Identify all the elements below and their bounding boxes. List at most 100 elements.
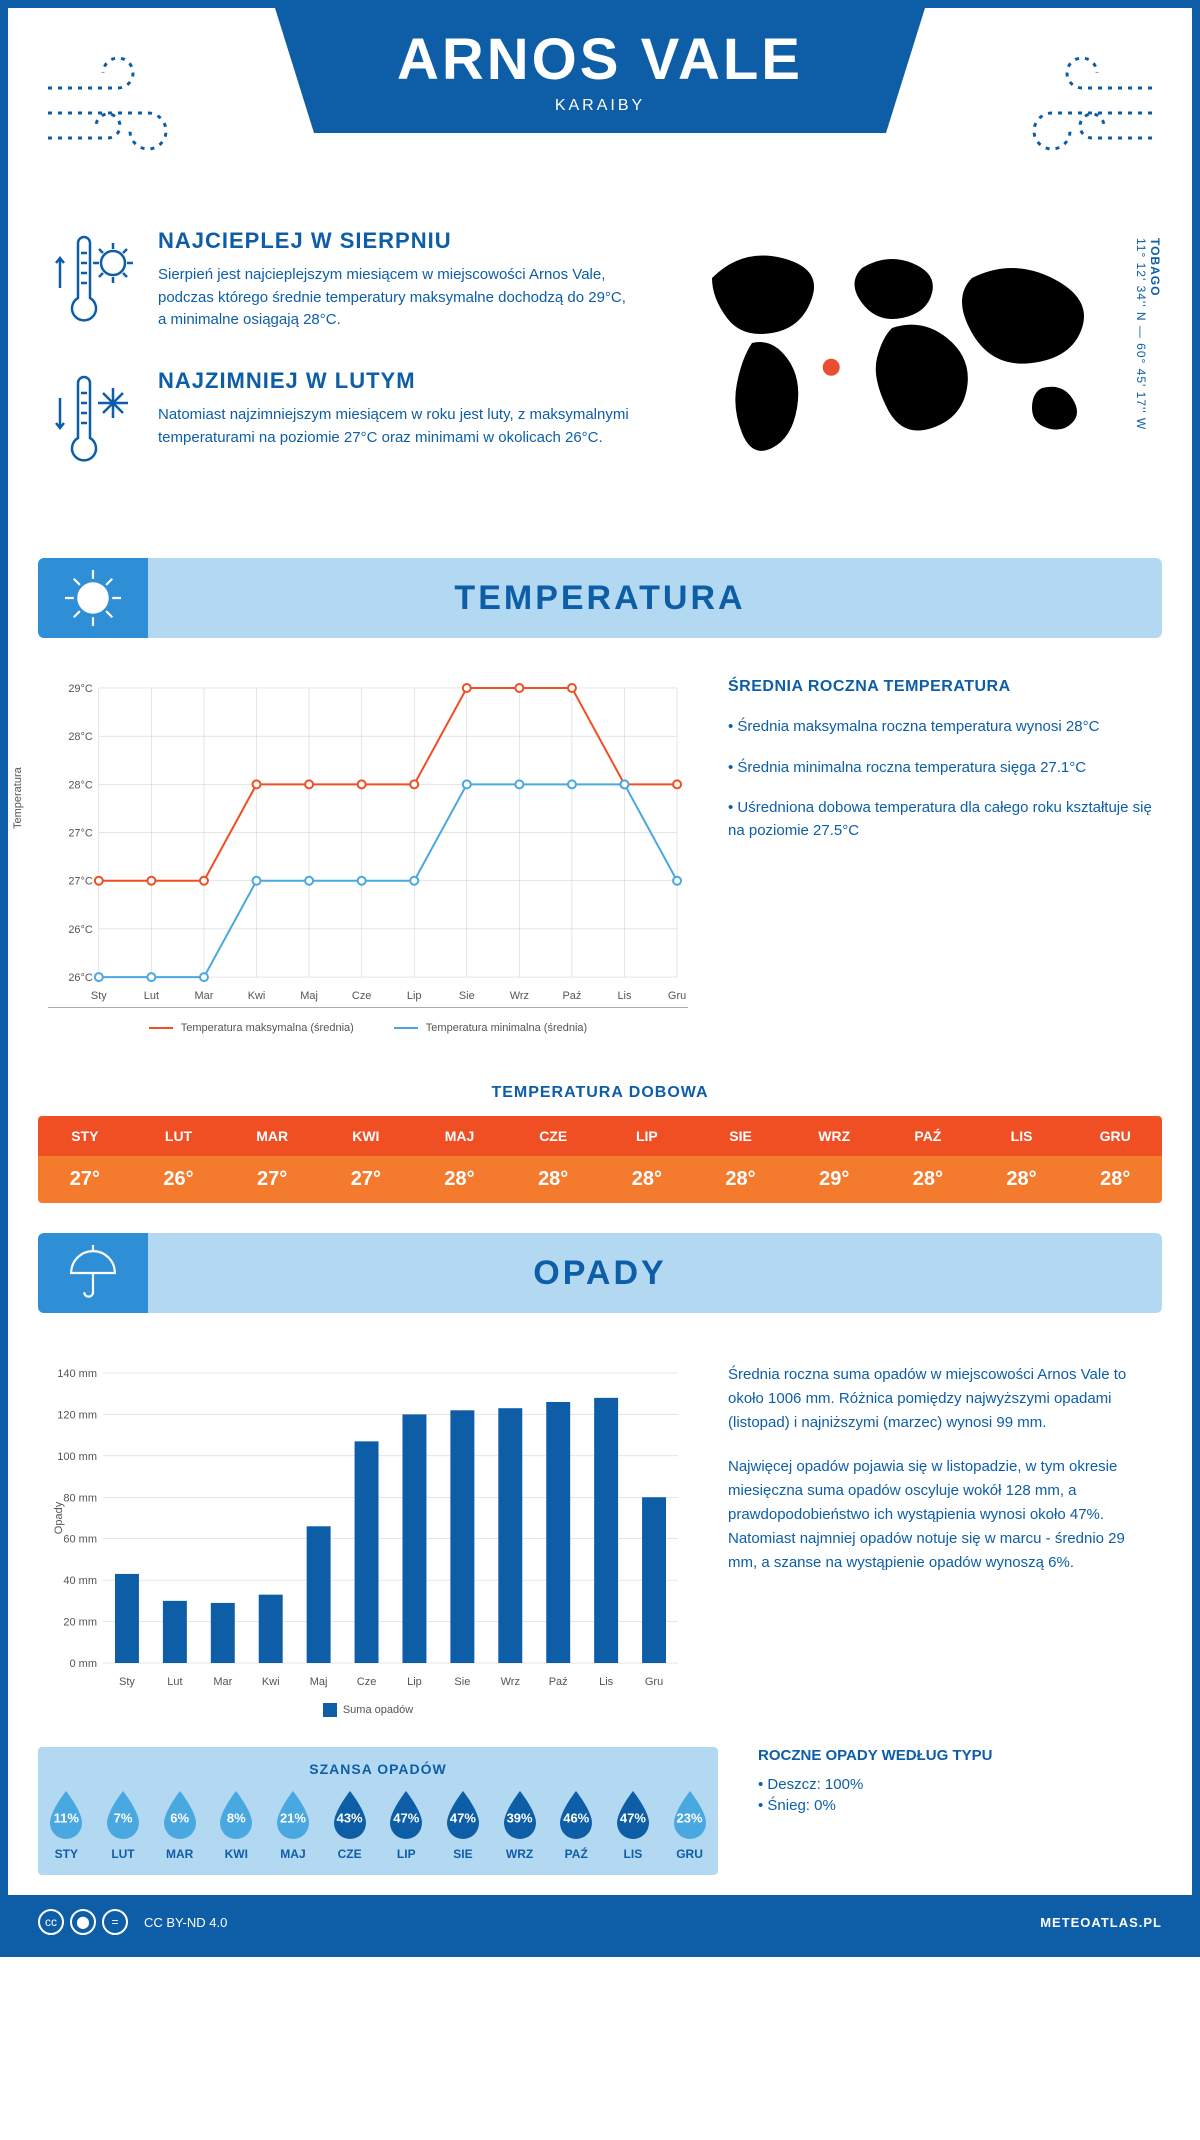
daily-value: 26° [132, 1156, 226, 1203]
header: ARNOS VALE KARAIBY [8, 8, 1192, 228]
svg-text:100 mm: 100 mm [57, 1451, 97, 1463]
svg-text:28°C: 28°C [68, 731, 93, 743]
chance-value: 47% [620, 1811, 646, 1826]
chance-drop: 23% GRU [668, 1789, 712, 1861]
chance-month: LIS [611, 1847, 655, 1861]
daily-value: 28° [694, 1156, 788, 1203]
temp-info-b1: • Średnia maksymalna roczna temperatura … [728, 716, 1152, 739]
daily-value: 27° [225, 1156, 319, 1203]
svg-text:Mar: Mar [213, 1676, 232, 1688]
svg-text:Cze: Cze [352, 990, 371, 1002]
svg-text:26°C: 26°C [68, 972, 93, 984]
chance-month: MAJ [271, 1847, 315, 1861]
precip-legend-label: Suma opadów [343, 1704, 413, 1716]
chance-drop: 7% LUT [101, 1789, 145, 1861]
coldest-fact: NAJZIMNIEJ W LUTYM Natomiast najzimniejs… [48, 368, 632, 478]
chance-month: WRZ [498, 1847, 542, 1861]
coords-value: 11° 12' 34'' N — 60° 45' 17'' W [1134, 238, 1148, 430]
svg-text:Kwi: Kwi [248, 990, 266, 1002]
intro-section: NAJCIEPLEJ W SIERPNIU Sierpień jest najc… [8, 228, 1192, 538]
daily-month: SIE [694, 1116, 788, 1156]
daily-month: PAŹ [881, 1116, 975, 1156]
daily-month: GRU [1068, 1116, 1162, 1156]
sun-icon [38, 558, 148, 638]
chance-value: 46% [563, 1811, 589, 1826]
page: ARNOS VALE KARAIBY NAJCIEPLEJ W SIERPNIU… [0, 0, 1200, 1957]
chance-value: 21% [280, 1811, 306, 1826]
chance-value: 43% [337, 1811, 363, 1826]
svg-text:Lip: Lip [407, 990, 422, 1002]
by-icon: ⬤ [70, 1909, 96, 1935]
temperature-heading: TEMPERATURA [454, 579, 745, 618]
daily-month: KWI [319, 1116, 413, 1156]
thermometer-hot-icon [48, 228, 138, 338]
chance-drop: 8% KWI [214, 1789, 258, 1861]
chance-drop: 21% MAJ [271, 1789, 315, 1861]
svg-text:27°C: 27°C [68, 828, 93, 840]
precip-type-box: ROCZNE OPADY WEDŁUG TYPU • Deszcz: 100% … [758, 1747, 1162, 1875]
daily-value: 27° [319, 1156, 413, 1203]
site-name: METEOATLAS.PL [1040, 1915, 1162, 1930]
svg-text:20 mm: 20 mm [63, 1617, 97, 1629]
daily-temp-table: STYLUTMARKWIMAJCZELIPSIEWRZPAŹLISGRU 27°… [38, 1116, 1162, 1203]
chance-drop: 43% CZE [328, 1789, 372, 1861]
umbrella-icon [38, 1233, 148, 1313]
svg-text:Wrz: Wrz [510, 990, 529, 1002]
chance-month: SIE [441, 1847, 485, 1861]
page-subtitle: KARAIBY [275, 97, 925, 115]
daily-value: 28° [506, 1156, 600, 1203]
precip-heading: OPADY [533, 1254, 666, 1293]
chance-value: 47% [450, 1811, 476, 1826]
daily-month: LUT [132, 1116, 226, 1156]
chance-drop: 47% LIP [384, 1789, 428, 1861]
wind-icon [38, 48, 198, 168]
svg-text:Lut: Lut [144, 990, 159, 1002]
hottest-title: NAJCIEPLEJ W SIERPNIU [158, 228, 632, 254]
svg-text:Kwi: Kwi [262, 1676, 280, 1688]
thermometer-cold-icon [48, 368, 138, 478]
daily-month: MAJ [413, 1116, 507, 1156]
chance-value: 39% [507, 1811, 533, 1826]
daily-month: LIS [975, 1116, 1069, 1156]
svg-text:Opady: Opady [53, 1501, 65, 1534]
temp-info-title: ŚREDNIA ROCZNA TEMPERATURA [728, 678, 1152, 696]
precip-section-header: OPADY [38, 1233, 1162, 1313]
chance-title: SZANSA OPADÓW [38, 1761, 718, 1777]
temperature-section-header: TEMPERATURA [38, 558, 1162, 638]
svg-text:27°C: 27°C [68, 876, 93, 888]
svg-text:0 mm: 0 mm [70, 1658, 98, 1670]
chance-month: KWI [214, 1847, 258, 1861]
svg-text:Sie: Sie [459, 990, 475, 1002]
precip-chart: 0 mm20 mm40 mm60 mm80 mm100 mm120 mm140 … [48, 1363, 688, 1717]
chance-value: 11% [54, 1811, 79, 1826]
world-map: TOBAGO 11° 12' 34'' N — 60° 45' 17'' W [662, 228, 1152, 508]
footer: cc ⬤ = CC BY-ND 4.0 METEOATLAS.PL [8, 1895, 1192, 1949]
license-badge: cc ⬤ = CC BY-ND 4.0 [38, 1909, 227, 1935]
temp-info-b2: • Średnia minimalna roczna temperatura s… [728, 757, 1152, 780]
precip-info: Średnia roczna suma opadów w miejscowośc… [728, 1363, 1152, 1717]
daily-value: 28° [881, 1156, 975, 1203]
wind-icon [1002, 48, 1162, 168]
chance-value: 6% [170, 1811, 189, 1826]
daily-month: WRZ [787, 1116, 881, 1156]
chance-month: PAŹ [554, 1847, 598, 1861]
svg-text:26°C: 26°C [68, 924, 93, 936]
daily-month: CZE [506, 1116, 600, 1156]
daily-value: 29° [787, 1156, 881, 1203]
country-label: TOBAGO [1148, 238, 1162, 296]
svg-text:Wrz: Wrz [501, 1676, 520, 1688]
daily-month: STY [38, 1116, 132, 1156]
temperature-info: ŚREDNIA ROCZNA TEMPERATURA • Średnia mak… [728, 678, 1152, 1034]
chance-drop: 47% LIS [611, 1789, 655, 1861]
daily-month: LIP [600, 1116, 694, 1156]
legend-max-label: Temperatura maksymalna (średnia) [181, 1022, 354, 1034]
precip-chance-box: SZANSA OPADÓW 11% STY 7% LUT 6% MAR 8% [38, 1747, 718, 1875]
temp-chart-legend: Temperatura maksymalna (średnia) Tempera… [48, 1022, 688, 1034]
chance-month: MAR [158, 1847, 202, 1861]
chance-value: 23% [677, 1811, 703, 1826]
daily-temp-title: TEMPERATURA DOBOWA [8, 1084, 1192, 1102]
temperature-chart: Temperatura 26°C26°C27°C27°C28°C28°C29°C… [48, 678, 688, 1034]
svg-text:Gru: Gru [645, 1676, 663, 1688]
svg-text:Paź: Paź [549, 1676, 568, 1688]
svg-text:Cze: Cze [357, 1676, 377, 1688]
